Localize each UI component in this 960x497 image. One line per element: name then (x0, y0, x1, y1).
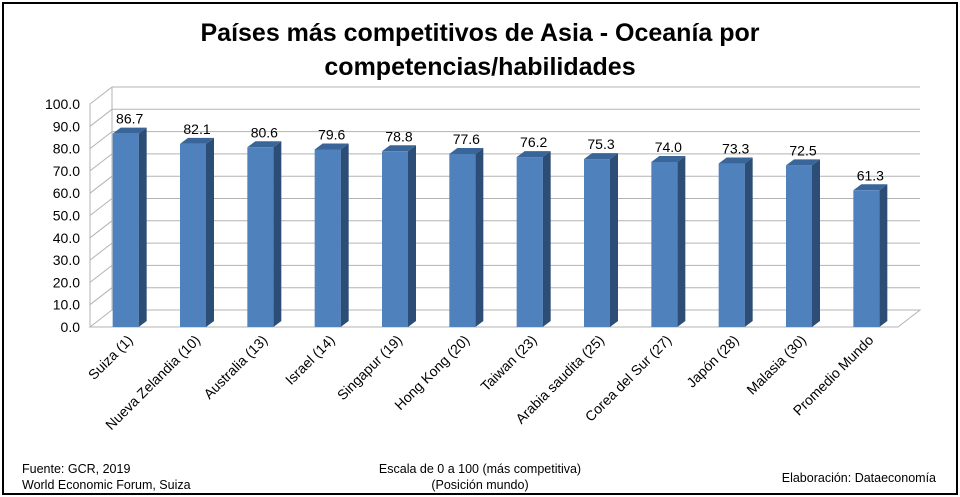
bar (853, 190, 880, 327)
x-tick-label: Australia (13) (200, 332, 270, 402)
y-tick-label: 60.0 (53, 185, 80, 201)
x-tick-label: Israel (14) (282, 332, 338, 388)
bar (314, 149, 341, 327)
data-label: 82.1 (183, 121, 210, 137)
credit-note: Elaboración: Dataeconomía (781, 471, 936, 485)
bar-side (677, 155, 686, 327)
gridline-diag (89, 86, 113, 105)
bar (786, 165, 812, 327)
x-tick-label: Japón (28) (683, 332, 742, 391)
bar-side (610, 153, 618, 327)
bar-top (382, 145, 416, 152)
source-line-1: Fuente: GCR, 2019 (22, 462, 131, 476)
gridline-diag (89, 220, 113, 239)
y-tick-label: 100.0 (45, 96, 80, 112)
chart-title: Países más competitivos de Asia - Oceaní… (0, 16, 960, 84)
scale-line-2: (Posición mundo) (431, 478, 529, 492)
bar (449, 153, 476, 327)
y-tick-label: 10.0 (53, 297, 80, 313)
bar-top (516, 151, 551, 158)
bar-top (853, 184, 888, 191)
bar (112, 133, 139, 327)
chart-title-line-2: competencias/habilidades (324, 53, 636, 81)
bar-side (542, 151, 551, 327)
bar-top (314, 143, 349, 150)
bar-side (408, 145, 416, 327)
bar-top (247, 141, 282, 148)
y-tick-label: 20.0 (53, 274, 80, 290)
gridline-diag (89, 153, 113, 172)
gridline-diag (89, 242, 113, 261)
x-tick-label: Taiwan (23) (477, 332, 539, 394)
bar-side (138, 127, 147, 327)
scale-line-1: Escala de 0 a 100 (más competitiva) (378, 462, 582, 476)
source-note: Fuente: GCR, 2019 World Economic Forum, … (22, 461, 191, 493)
bar-side (206, 137, 214, 327)
y-tick-label: 0.0 (61, 319, 81, 335)
bar (651, 161, 678, 327)
bar-side (475, 147, 484, 327)
y-tick-label: 40.0 (53, 230, 80, 246)
bar-top (112, 127, 147, 134)
plot-floor (88, 309, 922, 328)
data-label: 79.6 (318, 126, 345, 142)
data-label: 73.3 (722, 141, 749, 157)
data-label: 78.8 (385, 128, 412, 144)
bar (247, 147, 274, 327)
y-tick-label: 50.0 (53, 208, 80, 224)
gridline-diag (89, 131, 113, 149)
data-label: 72.5 (789, 142, 816, 158)
y-tick-label: 70.0 (53, 163, 80, 179)
bar-top (651, 155, 686, 162)
y-tick-label: 80.0 (53, 141, 80, 157)
chart-title-line-1: Países más competitivos de Asia - Oceaní… (200, 19, 760, 47)
x-tick-label: Singapur (19) (334, 332, 405, 403)
source-line-2: World Economic Forum, Suiza (22, 478, 191, 492)
bar (382, 151, 408, 327)
bar-top (786, 159, 820, 166)
bar (584, 159, 610, 327)
bar-side (812, 159, 820, 327)
bar (718, 163, 745, 327)
bar-top (449, 147, 484, 154)
data-label: 77.6 (453, 131, 480, 147)
scale-note: Escala de 0 a 100 (más competitiva) (Pos… (330, 461, 630, 493)
data-label: 75.3 (587, 136, 614, 152)
y-tick-label: 90.0 (53, 118, 80, 134)
data-label: 80.6 (251, 124, 278, 140)
bar-top (584, 153, 618, 160)
bar-side (273, 141, 282, 327)
x-tick-label: Malasia (30) (743, 332, 809, 398)
data-label: 74.0 (655, 139, 682, 155)
gridline-diag (89, 175, 113, 194)
y-tick-label: 30.0 (53, 252, 80, 268)
data-label: 86.7 (116, 111, 143, 127)
bar-top (180, 137, 214, 144)
bar (516, 157, 543, 327)
gridline-diag (89, 265, 113, 283)
bar-top (718, 157, 753, 164)
bar-side (744, 157, 753, 327)
bar (180, 143, 206, 327)
bar-side (879, 184, 888, 327)
gridline-diag (89, 108, 113, 127)
x-tick-label: Suiza (1) (85, 332, 136, 383)
gridline-diag (89, 287, 113, 306)
gridline-diag (89, 198, 113, 216)
data-label: 61.3 (857, 167, 884, 183)
data-label: 76.2 (520, 134, 547, 150)
bar-side (340, 143, 349, 327)
